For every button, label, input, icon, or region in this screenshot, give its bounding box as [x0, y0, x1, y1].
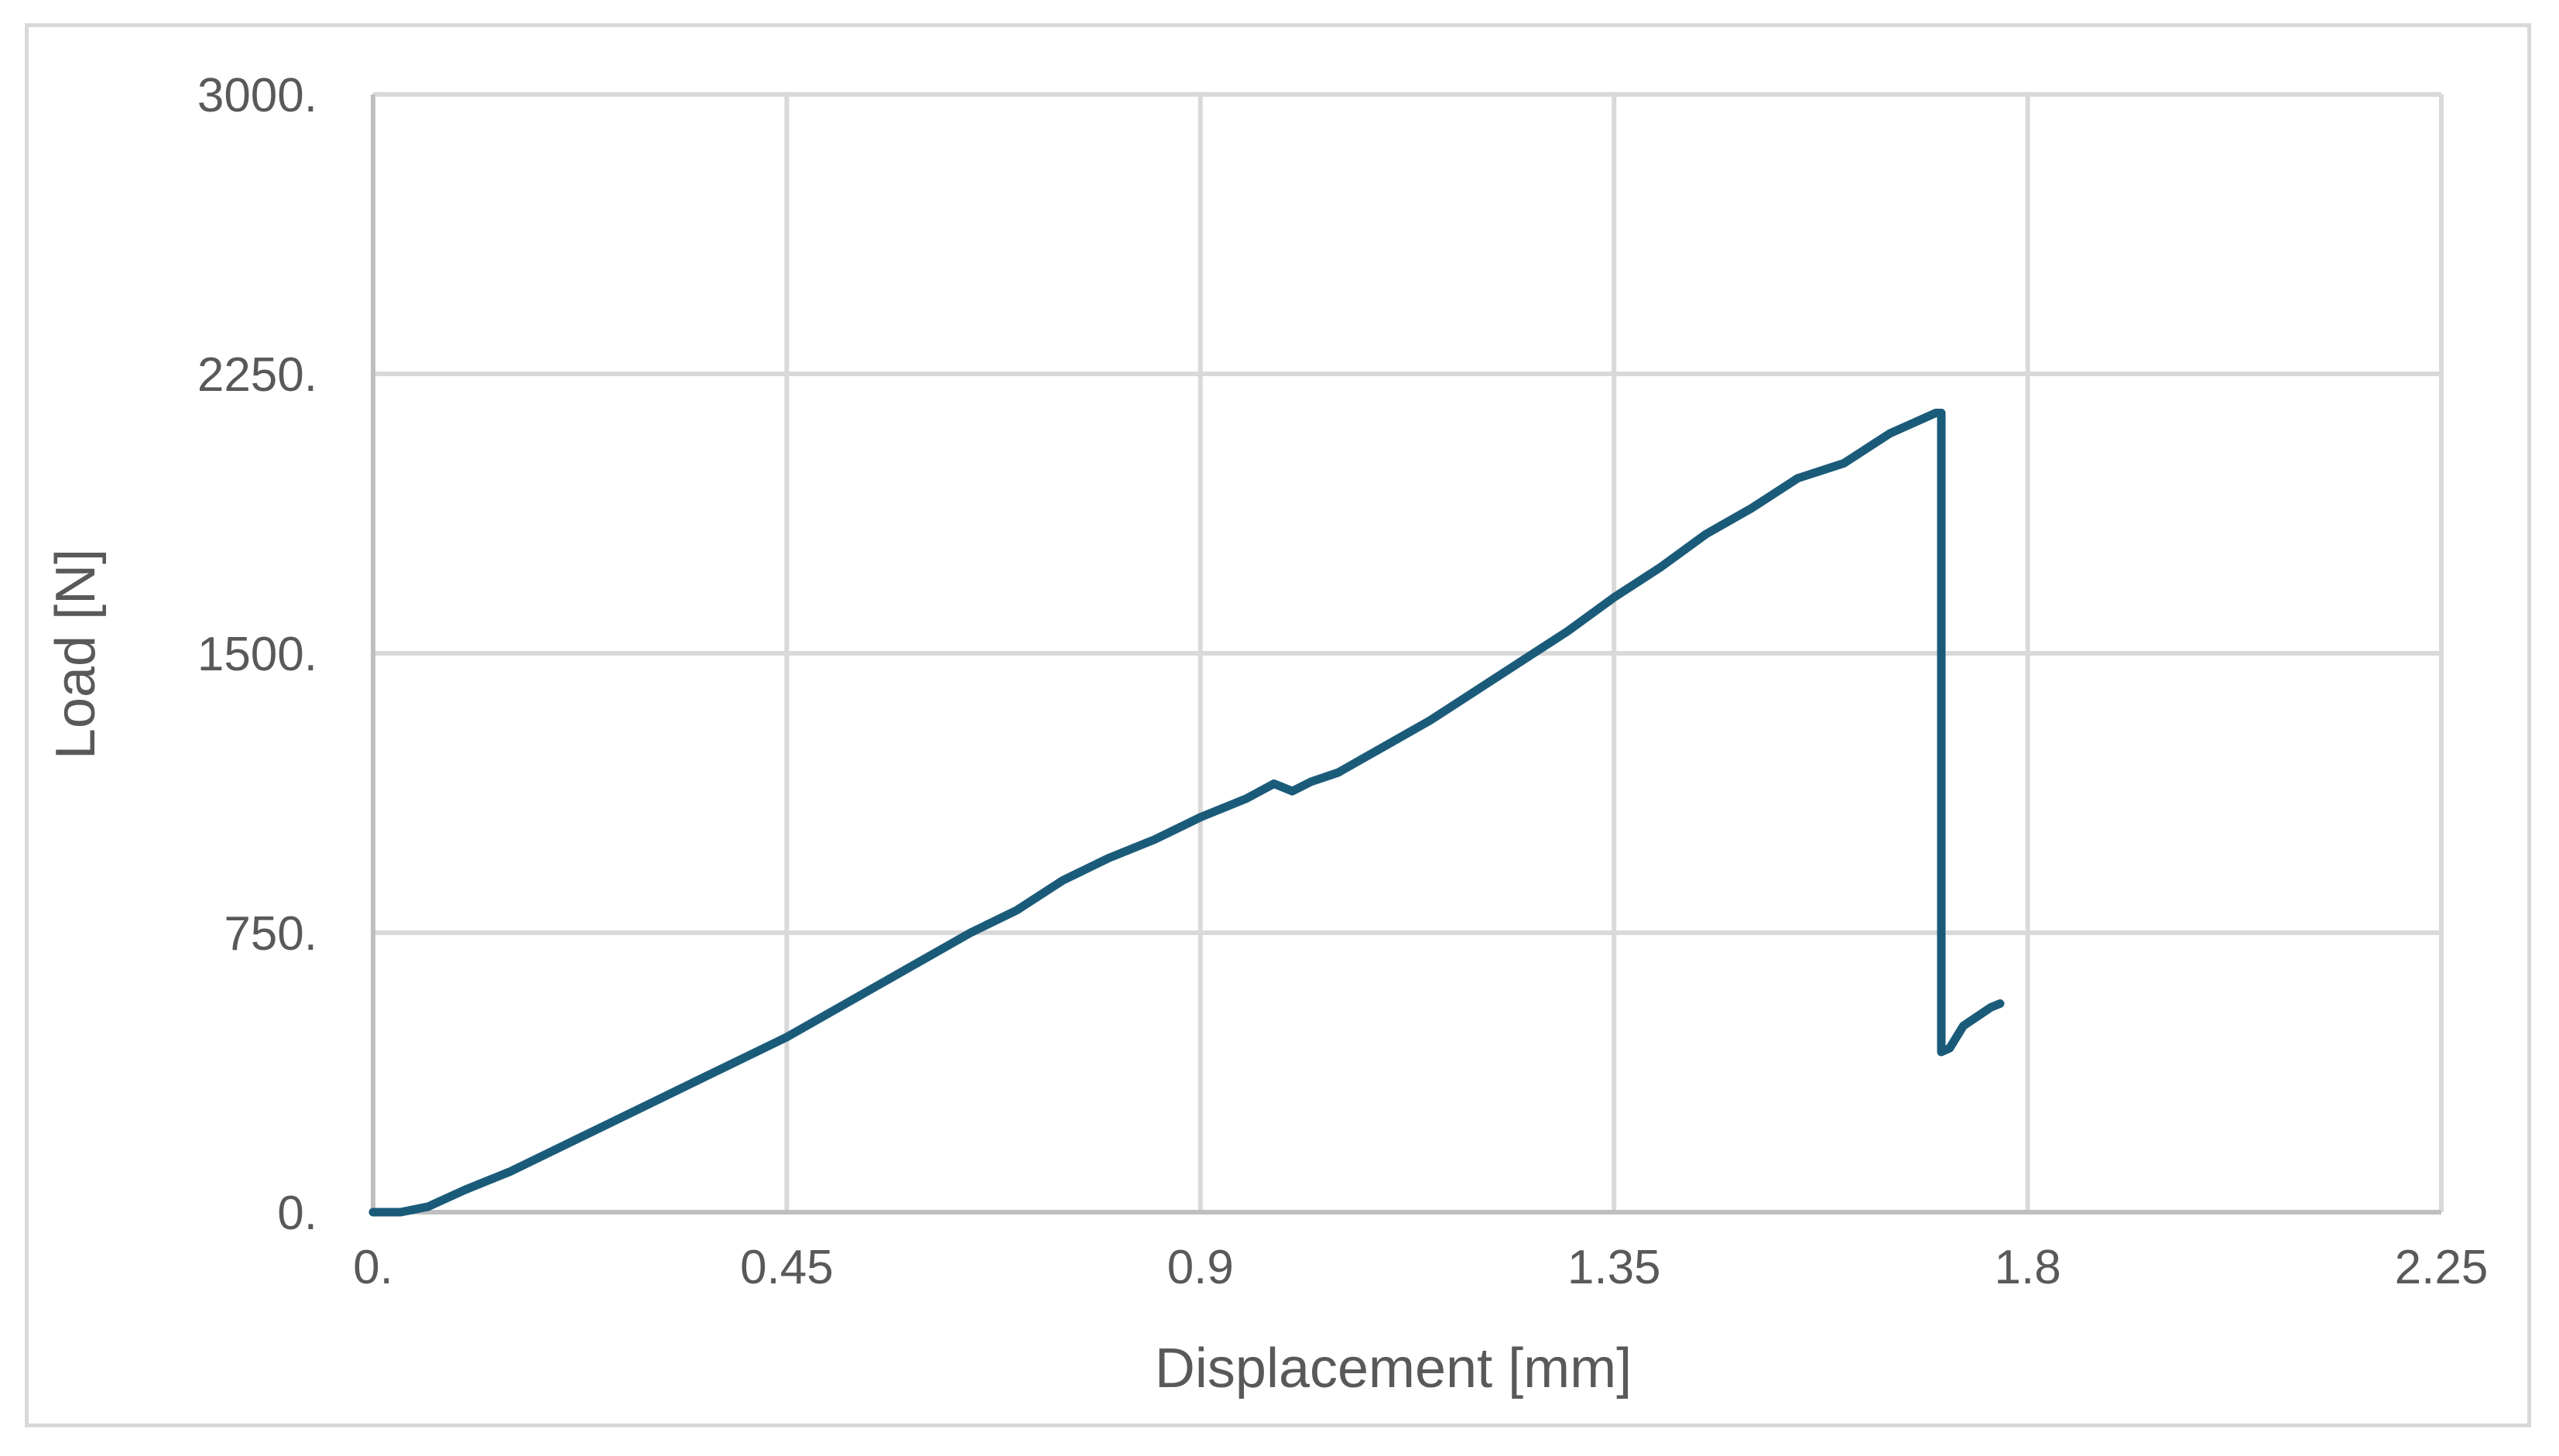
x-tick-label: 0.9 [1167, 1241, 1234, 1294]
y-tick-label: 750. [224, 907, 317, 961]
y-tick-label: 2250. [197, 348, 317, 402]
tick-labels: 0. 0.45 0.9 1.35 1.8 2.25 0. 750. 1500. 2250. 3000… [197, 69, 2488, 1294]
x-tick-label: 2.25 [2395, 1241, 2489, 1294]
y-tick-label: 0. [277, 1187, 317, 1240]
x-tick-label: 1.35 [1567, 1241, 1661, 1294]
y-axis-title: Load [N] [45, 549, 107, 759]
axes [371, 94, 2441, 1214]
x-tick-label: 0. [353, 1241, 393, 1294]
y-tick-label: 3000. [197, 69, 317, 122]
y-tick-label: 1500. [197, 628, 317, 681]
series-layer [368, 409, 2005, 1217]
x-tick-label: 0.45 [740, 1241, 834, 1294]
chart-frame [25, 23, 2531, 1427]
x-tick-label: 1.8 [1994, 1241, 2061, 1294]
x-axis-title: Displacement [mm] [1155, 1338, 1632, 1399]
series-line-0 [368, 409, 2005, 1217]
grid [371, 92, 2444, 1214]
